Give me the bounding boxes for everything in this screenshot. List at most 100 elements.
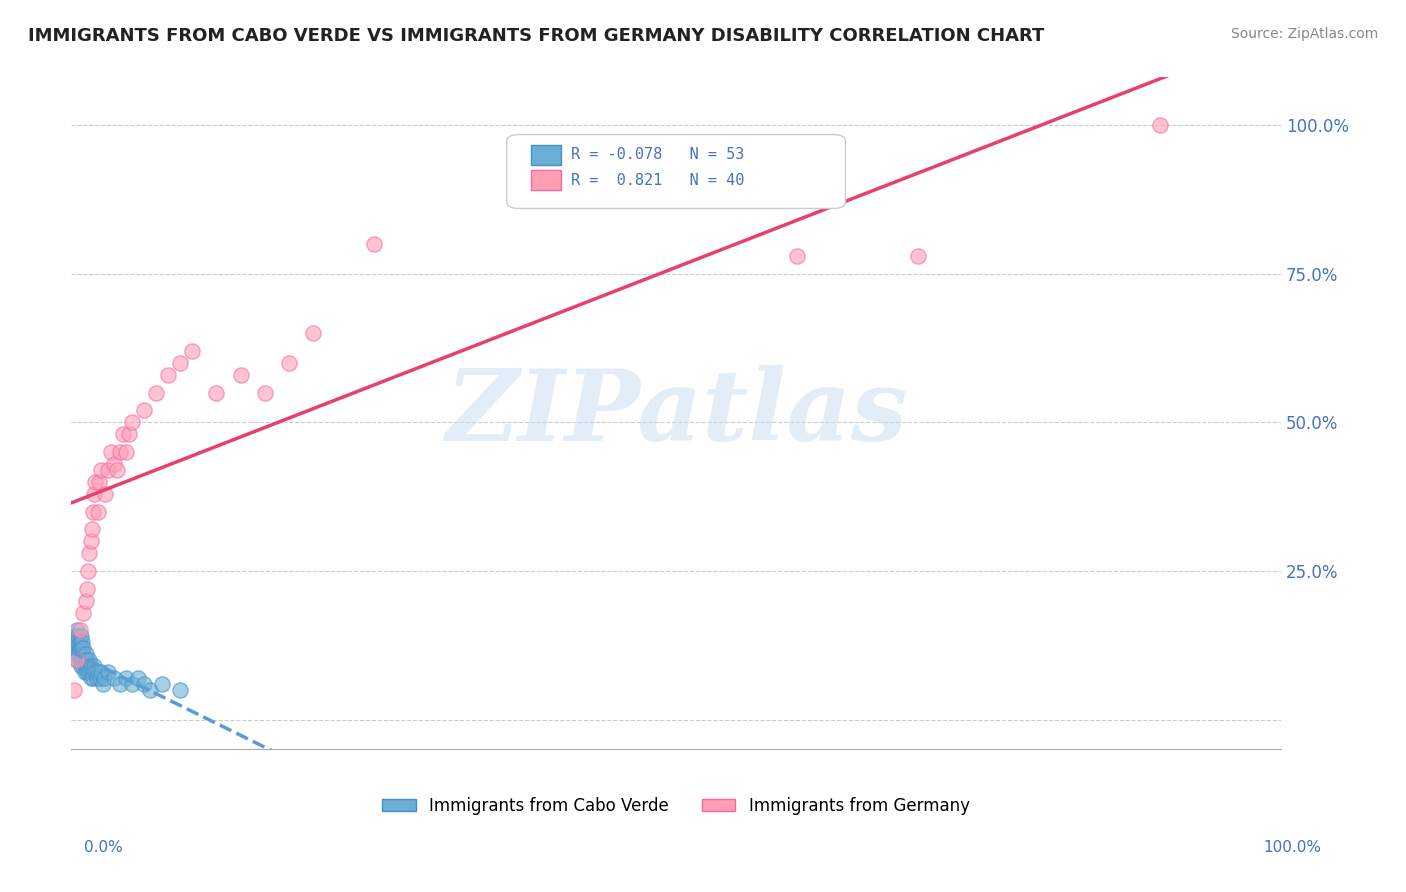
Point — [70, 629, 93, 643]
Point — [77, 659, 100, 673]
Bar — [531, 145, 561, 165]
Point — [205, 385, 228, 400]
Text: R = -0.078   N = 53: R = -0.078 N = 53 — [571, 147, 744, 162]
Point — [121, 677, 143, 691]
Text: R =  0.821   N = 40: R = 0.821 N = 40 — [571, 173, 744, 187]
Point — [108, 445, 131, 459]
Point — [79, 653, 101, 667]
Point — [66, 653, 89, 667]
Point — [65, 635, 87, 649]
Text: 100.0%: 100.0% — [1264, 840, 1322, 855]
Point — [80, 665, 103, 679]
Point — [87, 504, 110, 518]
Point — [73, 665, 96, 679]
Point — [132, 403, 155, 417]
Point — [75, 647, 97, 661]
Point — [786, 249, 808, 263]
Point — [229, 368, 252, 382]
Bar — [531, 170, 561, 190]
Legend: Immigrants from Cabo Verde, Immigrants from Germany: Immigrants from Cabo Verde, Immigrants f… — [375, 790, 977, 822]
Point — [67, 635, 90, 649]
Point — [93, 671, 115, 685]
Point — [86, 671, 108, 685]
Point — [94, 486, 117, 500]
Point — [103, 457, 125, 471]
Point — [89, 671, 111, 685]
Point — [87, 665, 110, 679]
Point — [253, 385, 276, 400]
Point — [70, 641, 93, 656]
Point — [69, 641, 91, 656]
Point — [96, 665, 118, 679]
FancyBboxPatch shape — [506, 135, 845, 209]
Point — [67, 629, 90, 643]
Point — [70, 647, 93, 661]
Point — [79, 665, 101, 679]
Text: 0.0%: 0.0% — [84, 840, 124, 855]
Point — [157, 368, 180, 382]
Point — [82, 504, 104, 518]
Point — [79, 671, 101, 685]
Point — [363, 236, 385, 251]
Point — [114, 445, 136, 459]
Point — [90, 463, 112, 477]
Point — [75, 593, 97, 607]
Point — [1149, 118, 1171, 132]
Point — [139, 682, 162, 697]
Point — [62, 641, 84, 656]
Point — [76, 653, 98, 667]
Point — [69, 635, 91, 649]
Point — [121, 415, 143, 429]
Point — [75, 659, 97, 673]
Point — [84, 475, 107, 489]
Point — [118, 427, 141, 442]
Point — [69, 624, 91, 638]
Point — [70, 653, 93, 667]
Point — [63, 629, 86, 643]
Point — [73, 653, 96, 667]
Point — [83, 486, 105, 500]
Point — [169, 356, 191, 370]
Point — [70, 635, 93, 649]
Point — [96, 463, 118, 477]
Point — [62, 682, 84, 697]
Point — [127, 671, 149, 685]
Point — [79, 534, 101, 549]
Point — [72, 659, 94, 673]
Point — [65, 647, 87, 661]
Point — [907, 249, 929, 263]
Point — [84, 665, 107, 679]
Point — [169, 682, 191, 697]
Point — [278, 356, 301, 370]
Point — [77, 564, 100, 578]
Point — [70, 659, 93, 673]
Point — [66, 653, 89, 667]
Point — [82, 671, 104, 685]
Point — [69, 653, 91, 667]
Point — [79, 659, 101, 673]
Point — [150, 677, 173, 691]
Point — [91, 677, 114, 691]
Point — [103, 671, 125, 685]
Point — [83, 659, 105, 673]
Point — [72, 647, 94, 661]
Point — [100, 445, 122, 459]
Text: Source: ZipAtlas.com: Source: ZipAtlas.com — [1230, 27, 1378, 41]
Point — [112, 427, 135, 442]
Point — [108, 677, 131, 691]
Point — [66, 624, 89, 638]
Point — [67, 647, 90, 661]
Point — [72, 641, 94, 656]
Point — [181, 343, 204, 358]
Point — [66, 641, 89, 656]
Point — [80, 522, 103, 536]
Point — [114, 671, 136, 685]
Point — [132, 677, 155, 691]
Text: IMMIGRANTS FROM CABO VERDE VS IMMIGRANTS FROM GERMANY DISABILITY CORRELATION CHA: IMMIGRANTS FROM CABO VERDE VS IMMIGRANTS… — [28, 27, 1045, 45]
Point — [72, 606, 94, 620]
Point — [79, 546, 101, 560]
Point — [87, 475, 110, 489]
Point — [302, 326, 325, 340]
Text: ZIPatlas: ZIPatlas — [444, 365, 907, 462]
Point — [76, 582, 98, 596]
